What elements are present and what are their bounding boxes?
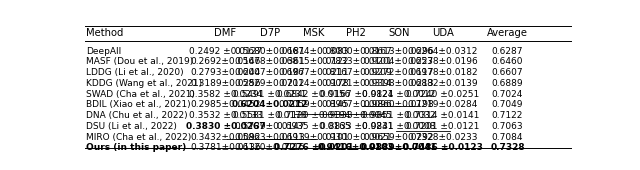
Text: 0.3189±0.0256: 0.3189±0.0256 (190, 79, 260, 88)
Text: 0.9889±0.0041: 0.9889±0.0041 (360, 143, 437, 152)
Text: 0.6264±0.0312: 0.6264±0.0312 (408, 47, 478, 56)
Text: 0.2985±0.0452: 0.2985±0.0452 (190, 100, 260, 109)
Text: 0.7049: 0.7049 (492, 100, 524, 109)
Text: 0.8000±0.0167: 0.8000±0.0167 (321, 47, 392, 56)
Text: PH2: PH2 (346, 29, 366, 38)
Text: 0.6967±0.0211: 0.6967±0.0211 (278, 68, 349, 77)
Text: 0.3781±0.0136: 0.3781±0.0136 (190, 143, 260, 152)
Text: 0.9659±0.0292: 0.9659±0.0292 (364, 133, 434, 142)
Text: DeepAll: DeepAll (86, 47, 122, 56)
Text: 0.7084: 0.7084 (492, 133, 524, 142)
Text: 0.2793±0.0244: 0.2793±0.0244 (190, 68, 260, 77)
Text: 0.2692±0.0146: 0.2692±0.0146 (190, 57, 260, 66)
Text: DMF: DMF (214, 29, 236, 38)
Text: 0.3532 ±0.0133: 0.3532 ±0.0133 (189, 111, 262, 120)
Text: 0.7122: 0.7122 (492, 111, 524, 120)
Text: 0.6607: 0.6607 (492, 68, 524, 77)
Text: DSU (Li et al., 2022): DSU (Li et al., 2022) (86, 122, 177, 131)
Text: 0.6287: 0.6287 (492, 47, 524, 56)
Text: 0.6815±0.0122: 0.6815±0.0122 (278, 57, 349, 66)
Text: KDDG (Wang et al., 2021): KDDG (Wang et al., 2021) (86, 79, 203, 88)
Text: 0.7059±0.0145: 0.7059±0.0145 (278, 100, 349, 109)
Text: 0.6919±0.0101: 0.6919±0.0101 (278, 133, 349, 142)
Text: 0.9333±0.0045: 0.9333±0.0045 (321, 111, 392, 120)
Text: 0.5491 ±0.0231: 0.5491 ±0.0231 (234, 90, 307, 99)
Text: MSK: MSK (303, 29, 324, 38)
Text: MIRO (Cha et al., 2022): MIRO (Cha et al., 2022) (86, 133, 192, 142)
Text: 0.6120±0.0115: 0.6120±0.0115 (235, 143, 305, 152)
Text: 0.7833±0.0101: 0.7833±0.0101 (321, 57, 392, 66)
Text: 0.9824 ±0.0012: 0.9824 ±0.0012 (362, 90, 436, 99)
Text: 0.7120 ±0.0194: 0.7120 ±0.0194 (277, 111, 350, 120)
Text: 0.8167±0.0209: 0.8167±0.0209 (321, 68, 392, 77)
Text: 0.9021±0.0314: 0.9021±0.0314 (321, 79, 392, 88)
Text: D7P: D7P (260, 29, 280, 38)
Text: 0.3432±0.0092: 0.3432±0.0092 (190, 133, 260, 142)
Text: 0.9272±0.0117: 0.9272±0.0117 (364, 68, 434, 77)
Text: Ours (in this paper): Ours (in this paper) (86, 143, 187, 152)
Text: 0.9851 ±0.0032: 0.9851 ±0.0032 (362, 111, 436, 120)
Text: 0.9860±0.0198: 0.9860±0.0198 (364, 100, 435, 109)
Text: 0.9167 ±0.0121: 0.9167 ±0.0121 (319, 90, 393, 99)
Text: 0.5863±0.0113: 0.5863±0.0113 (235, 133, 305, 142)
Text: 0.9416±0.0103: 0.9416±0.0103 (318, 143, 395, 152)
Text: 0.8967±0.0096: 0.8967±0.0096 (321, 100, 392, 109)
Text: 0.8833 ±0.0231: 0.8833 ±0.0231 (319, 122, 393, 131)
Text: 0.2492 ±0.0127: 0.2492 ±0.0127 (189, 47, 262, 56)
Text: 0.8613±0.0296: 0.8613±0.0296 (364, 47, 435, 56)
Text: 0.3830 ±0.0267: 0.3830 ±0.0267 (186, 122, 265, 131)
Text: 0.7024: 0.7024 (492, 90, 524, 99)
Text: 0.6007±0.0187: 0.6007±0.0187 (235, 68, 305, 77)
Text: Average: Average (487, 29, 528, 38)
Text: 0.9300±0.0021: 0.9300±0.0021 (321, 133, 392, 142)
Text: 0.6882±0.0139: 0.6882±0.0139 (407, 79, 478, 88)
Text: SWAD (Cha et al., 2021): SWAD (Cha et al., 2021) (86, 90, 195, 99)
Text: 0.7201 ±0.0121: 0.7201 ±0.0121 (406, 122, 479, 131)
Text: 0.7276 ±0.0201: 0.7276 ±0.0201 (274, 143, 353, 152)
Text: UDA: UDA (431, 29, 454, 38)
Text: 0.7328: 0.7328 (490, 143, 525, 152)
Text: 0.5678±0.0361: 0.5678±0.0361 (235, 57, 305, 66)
Text: 0.6538±0.0196: 0.6538±0.0196 (407, 57, 478, 66)
Text: 0.7240 ±0.0251: 0.7240 ±0.0251 (406, 90, 479, 99)
Text: LDDG (Li et al., 2020): LDDG (Li et al., 2020) (86, 68, 184, 77)
Text: 0.6204±0.0212: 0.6204±0.0212 (232, 100, 308, 109)
Text: 0.5581 ±0.0178: 0.5581 ±0.0178 (233, 111, 307, 120)
Text: 0.7486 ±0.0123: 0.7486 ±0.0123 (403, 143, 483, 152)
Text: 0.7219±0.0284: 0.7219±0.0284 (408, 100, 478, 109)
Text: SON: SON (388, 29, 410, 38)
Text: DNA (Chu et al., 2022): DNA (Chu et al., 2022) (86, 111, 188, 120)
Text: 0.7014±0.0178: 0.7014±0.0178 (278, 79, 349, 88)
Text: 0.3582 ±0.0234: 0.3582 ±0.0234 (189, 90, 262, 99)
Text: 0.5739±0.0147: 0.5739±0.0147 (235, 122, 305, 131)
Text: BDIL (Xiao et al., 2021): BDIL (Xiao et al., 2021) (86, 100, 191, 109)
Text: Method: Method (86, 29, 124, 38)
Text: 0.6842 ±0.0156: 0.6842 ±0.0156 (277, 90, 350, 99)
Text: 0.7314 ±0.0141: 0.7314 ±0.0141 (406, 111, 479, 120)
Text: 0.6935 ±0.0165: 0.6935 ±0.0165 (277, 122, 351, 131)
Text: 0.7063: 0.7063 (492, 122, 524, 131)
Text: 0.9398±0.0213: 0.9398±0.0213 (364, 79, 435, 88)
Text: 0.6978±0.0182: 0.6978±0.0182 (407, 68, 478, 77)
Text: 0.5680±0.0181: 0.5680±0.0181 (235, 47, 305, 56)
Text: 0.5829±0.0212: 0.5829±0.0212 (235, 79, 305, 88)
Text: 0.9204±0.0227: 0.9204±0.0227 (364, 57, 434, 66)
Text: 0.9841 ±0.0008: 0.9841 ±0.0008 (362, 122, 436, 131)
Text: 0.6889: 0.6889 (492, 79, 524, 88)
Text: MASF (Dou et al., 2019): MASF (Dou et al., 2019) (86, 57, 194, 66)
Text: 0.7328±0.0233: 0.7328±0.0233 (407, 133, 478, 142)
Text: 0.6674±0.0083: 0.6674±0.0083 (278, 47, 349, 56)
Text: 0.6460: 0.6460 (492, 57, 524, 66)
